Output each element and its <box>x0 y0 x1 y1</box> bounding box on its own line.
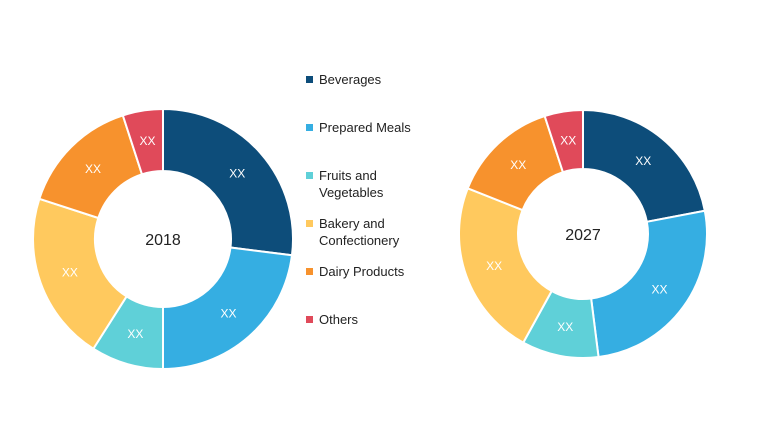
slice-prepared-meals <box>590 209 708 359</box>
slice-bakery-and-confectionery <box>32 197 128 351</box>
slice-beverages <box>162 107 294 257</box>
legend-swatch <box>306 76 313 83</box>
data-label-fruits-and-vegetables: XX <box>127 327 143 341</box>
slice-others <box>543 108 584 174</box>
legend-label: Dairy Products <box>319 264 405 279</box>
data-label-others: XX <box>140 134 156 148</box>
legend-swatch <box>306 268 313 275</box>
slice-prepared-meals <box>162 246 294 371</box>
data-label-bakery-and-confectionery: XX <box>62 266 78 280</box>
data-label-beverages: XX <box>229 167 245 181</box>
slice-others <box>121 107 164 176</box>
slice-beverages <box>582 108 706 223</box>
legend-swatch <box>306 316 313 323</box>
legend-label: Others <box>319 312 359 327</box>
center-label: 2018 <box>145 232 181 249</box>
donut-chart-2018: XX XX XX XX XX XX 2018 <box>32 107 294 371</box>
data-label-fruits-and-vegetables: XX <box>557 320 573 334</box>
legend-item-prepared-meals: Prepared Meals <box>306 119 411 136</box>
legend-item-beverages: Beverages <box>306 71 381 88</box>
legend-item-fruits-and-vegetables: Fruits and Vegetables <box>306 167 419 201</box>
legend-swatch <box>306 172 313 179</box>
legend-swatch <box>306 124 313 131</box>
legend-item-dairy-products: Dairy Products <box>306 263 404 280</box>
data-label-others: XX <box>560 134 576 148</box>
legend-label: Fruits and Vegetables <box>319 168 384 200</box>
legend-label: Prepared Meals <box>319 120 411 135</box>
center-label: 2027 <box>565 227 601 244</box>
data-label-bakery-and-confectionery: XX <box>486 259 502 273</box>
legend-item-others: Others <box>306 311 358 328</box>
data-label-dairy-products: XX <box>510 158 526 172</box>
data-label-dairy-products: XX <box>85 162 101 176</box>
legend-label: Bakery and Confectionery <box>319 216 400 248</box>
legend-swatch <box>306 220 313 227</box>
legend-label: Beverages <box>319 72 382 87</box>
slice-bakery-and-confectionery <box>458 187 554 345</box>
donut-chart-2027: XX XX XX XX XX XX 2027 <box>458 108 708 359</box>
data-label-prepared-meals: XX <box>651 283 667 297</box>
data-label-prepared-meals: XX <box>220 306 236 320</box>
data-label-beverages: XX <box>635 154 651 168</box>
legend-item-bakery-and-confectionery: Bakery and Confectionery <box>306 215 419 249</box>
